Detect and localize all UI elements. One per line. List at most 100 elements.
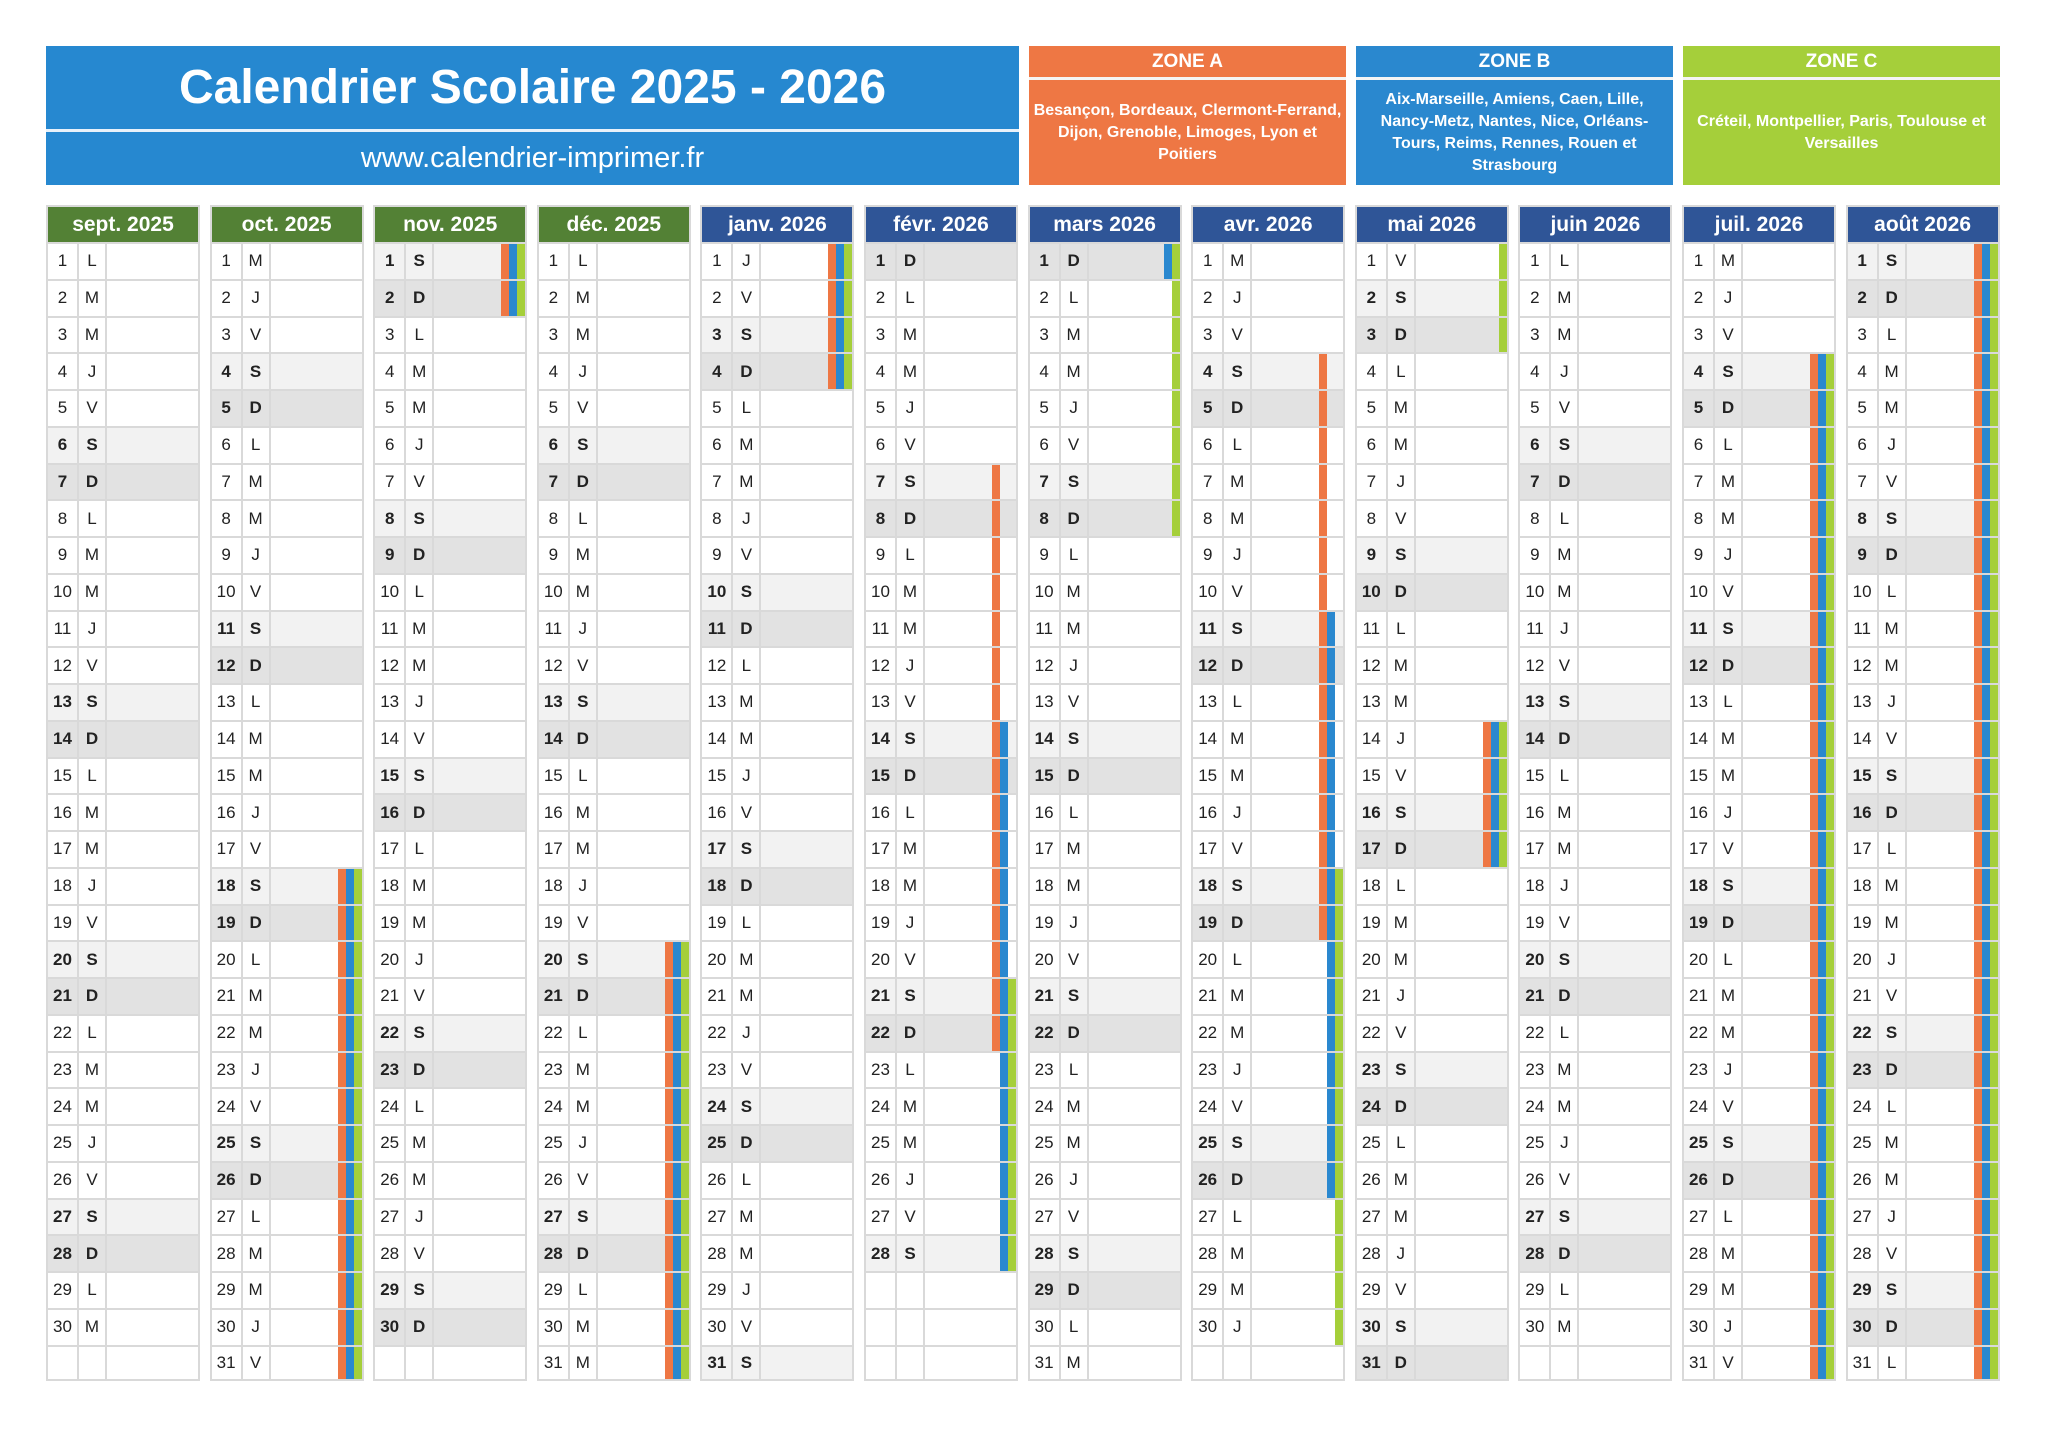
weekday-letter: V [733,795,762,830]
day-cell [598,612,689,647]
day-number: 23 [375,1052,407,1088]
page-title: Calendrier Scolaire 2025 - 2026 [46,46,1019,132]
day-number: 17 [1684,832,1715,867]
day-cell [1743,1126,1834,1161]
weekday-letter: V [733,280,762,316]
day-cell [761,538,852,573]
day-cell [271,354,362,389]
day-cell [271,391,362,426]
day-number: 16 [1357,795,1388,830]
day-row: 25 L [1354,1124,1509,1161]
vacation-stripe-zone-c [1989,685,1998,720]
vacation-stripe-zone-a [1482,832,1491,867]
day-cell [761,722,852,757]
day-cell [107,979,198,1014]
day-row: 17 L [1845,830,2000,867]
day-number: 18 [1357,868,1388,904]
day-cell [271,1015,362,1051]
day-row: 10 M [1518,572,1673,610]
day-cell [434,979,525,1014]
day-number: 3 [539,317,570,353]
weekday-letter: L [1224,1199,1253,1235]
day-row: 25 M [1845,1124,2000,1161]
day-number: 31 [702,1346,734,1380]
day-row: 15 S [1845,756,2000,794]
day-cell [107,722,198,757]
day-number: 25 [1357,1126,1388,1161]
weekday-letter [406,1346,435,1380]
day-cell [1089,427,1180,463]
day-number: 11 [1030,611,1061,647]
zone-b-box: ZONE B Aix-Marseille, Amiens, Caen, Lill… [1356,46,1673,185]
vacation-stripe-zone-b [1327,1162,1336,1198]
day-number: 21 [1520,979,1552,1014]
vacation-stripe-zone-a [992,574,1000,610]
weekday-letter: L [79,501,107,536]
day-cell [1907,538,1998,573]
day-number: 2 [48,280,79,316]
vacation-stripe-zone-b [1818,1236,1826,1271]
weekday-letter: L [1224,427,1253,463]
vacation-stripe-zone-a [1810,1162,1818,1198]
empty-row [1518,1344,1673,1382]
day-row: 22 L [1518,1013,1673,1051]
day-cell [1252,868,1344,904]
day-number [1520,1346,1552,1380]
day-cell [925,281,1016,316]
weekday-letter: S [243,868,271,904]
vacation-stripe-zone-c [1826,354,1834,389]
day-row: 24 V [1191,1087,1346,1124]
weekday-letter: M [897,317,925,353]
weekday-letter: J [733,1015,762,1051]
day-row: 27 M [1354,1197,1509,1235]
vacation-stripe-zone-a [1810,832,1818,867]
weekday-letter: M [733,685,762,720]
day-number: 6 [1030,427,1061,463]
day-number: 22 [1520,1015,1552,1051]
weekday-letter: S [1715,611,1743,647]
day-cell [107,648,198,683]
vacation-stripe-zone-b [509,280,518,316]
vacation-stripe-zone-b [1490,721,1499,757]
weekday-letter: M [1879,391,1907,426]
vacation-stripe-zone-c [1498,244,1507,279]
day-number: 28 [1193,1236,1225,1271]
day-cell [1907,427,1998,463]
day-cell [761,501,852,536]
vacation-stripe-zone-a [1810,464,1818,500]
day-number: 7 [375,464,407,500]
day-cell [271,1162,362,1198]
day-row: 25 S [1191,1124,1346,1161]
day-row: 17 D [1354,830,1509,867]
weekday-letter: M [897,354,925,389]
day-cell [434,575,525,610]
weekday-letter: V [79,1162,107,1198]
weekday-letter: M [897,1126,925,1161]
day-number: 20 [212,942,243,977]
day-number: 15 [1030,758,1061,794]
day-number: 20 [866,942,897,977]
weekday-letter: D [406,795,435,830]
day-cell [1089,722,1180,757]
day-row: 20 L [1682,940,1836,977]
vacation-stripe-zone-c [1826,611,1834,647]
weekday-letter: L [79,1273,107,1308]
weekday-letter: J [79,868,107,904]
day-number: 22 [1030,1015,1061,1051]
day-row: 11 S [209,609,364,647]
day-cell [434,722,525,757]
weekday-letter: S [897,979,925,1014]
weekday-letter: M [79,538,107,573]
vacation-stripe-zone-b [1000,1126,1008,1161]
day-row: 18 M [1845,866,2000,904]
day-number: 18 [539,868,570,904]
day-cell [1252,501,1343,536]
day-number: 7 [539,464,570,500]
day-row: 13 S [1518,683,1673,720]
weekday-letter: M [406,1162,435,1198]
empty-row [864,1307,1018,1345]
